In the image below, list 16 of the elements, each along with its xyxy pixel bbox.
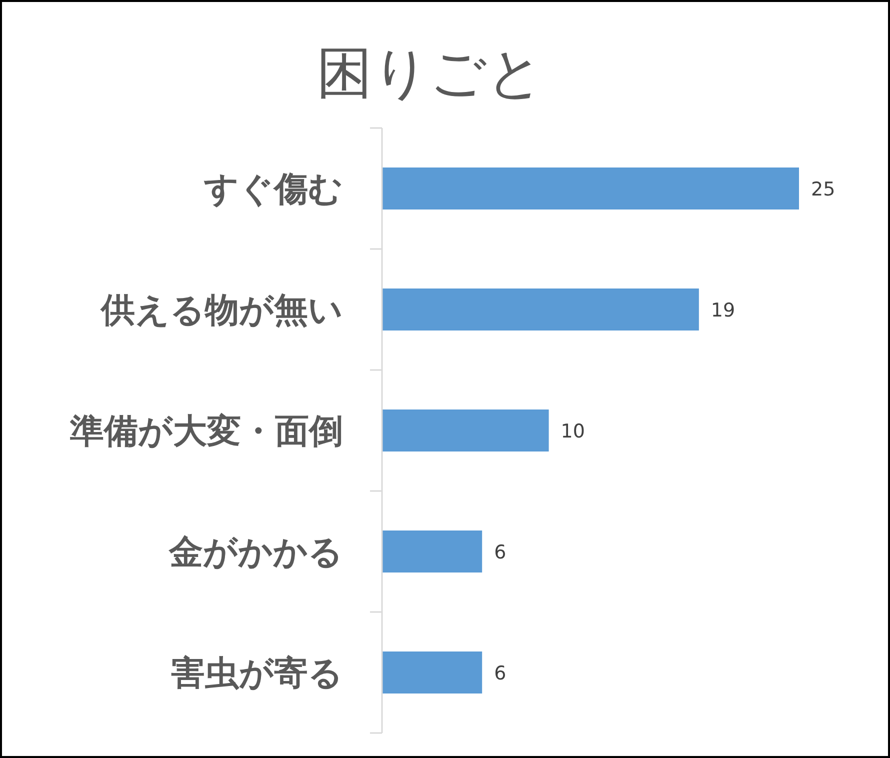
data-label: 10 bbox=[560, 420, 585, 442]
data-label: 19 bbox=[710, 300, 736, 322]
y-tick-label: 害虫が寄る bbox=[171, 654, 343, 694]
chart-title: 困りごと bbox=[316, 41, 544, 106]
bar bbox=[382, 288, 699, 330]
y-tick-label: 金がかかる bbox=[168, 532, 343, 572]
data-label: 6 bbox=[494, 662, 506, 684]
y-tick-label: すぐ傷む bbox=[203, 170, 343, 210]
y-tick-label: 準備が大変・面倒 bbox=[69, 412, 343, 452]
data-label: 6 bbox=[494, 542, 506, 564]
y-tick-label: 供える物が無い bbox=[100, 290, 343, 330]
bar bbox=[382, 530, 482, 572]
bar bbox=[382, 410, 549, 452]
bar bbox=[382, 652, 482, 694]
data-label: 25 bbox=[811, 178, 836, 200]
bar bbox=[382, 168, 799, 210]
